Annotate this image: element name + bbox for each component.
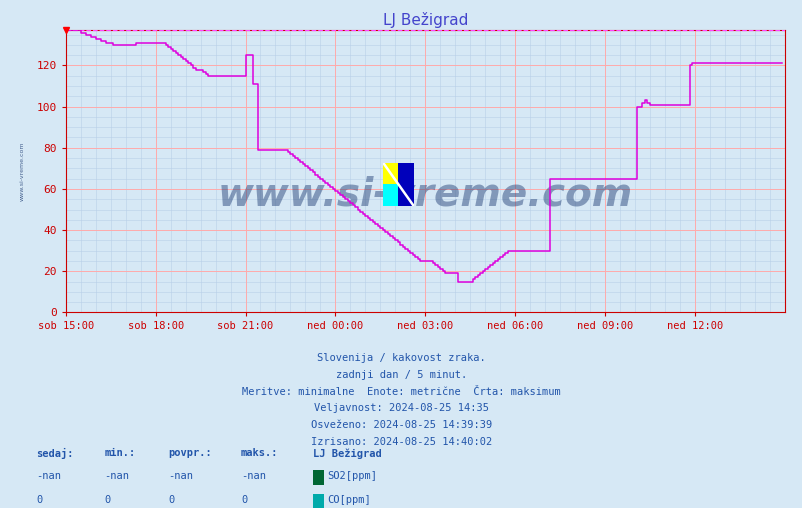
Bar [398,163,413,206]
Text: CO[ppm]: CO[ppm] [326,495,370,505]
Bar [383,184,398,206]
Text: povpr.:: povpr.: [168,448,212,458]
Text: www.si-vreme.com: www.si-vreme.com [20,142,25,201]
Text: 0: 0 [104,495,111,505]
Text: Izrisano: 2024-08-25 14:40:02: Izrisano: 2024-08-25 14:40:02 [310,437,492,447]
Text: sedaj:: sedaj: [36,448,74,459]
Text: 0: 0 [36,495,43,505]
Text: zadnji dan / 5 minut.: zadnji dan / 5 minut. [335,370,467,380]
Text: -nan: -nan [36,471,61,482]
Text: Meritve: minimalne  Enote: metrične  Črta: maksimum: Meritve: minimalne Enote: metrične Črta:… [242,387,560,397]
Text: LJ Bežigrad: LJ Bežigrad [313,448,382,459]
Bar [383,163,398,184]
Text: SO2[ppm]: SO2[ppm] [326,471,376,482]
Text: -nan: -nan [104,471,129,482]
Text: maks.:: maks.: [241,448,278,458]
Text: Veljavnost: 2024-08-25 14:35: Veljavnost: 2024-08-25 14:35 [314,403,488,414]
Text: 0: 0 [241,495,247,505]
Text: 0: 0 [168,495,175,505]
Text: Osveženo: 2024-08-25 14:39:39: Osveženo: 2024-08-25 14:39:39 [310,420,492,430]
Text: Slovenija / kakovost zraka.: Slovenija / kakovost zraka. [317,353,485,363]
Text: min.:: min.: [104,448,136,458]
Text: -nan: -nan [168,471,193,482]
Text: www.si-vreme.com: www.si-vreme.com [217,175,632,213]
Text: -nan: -nan [241,471,265,482]
Title: LJ Bežigrad: LJ Bežigrad [382,12,468,28]
